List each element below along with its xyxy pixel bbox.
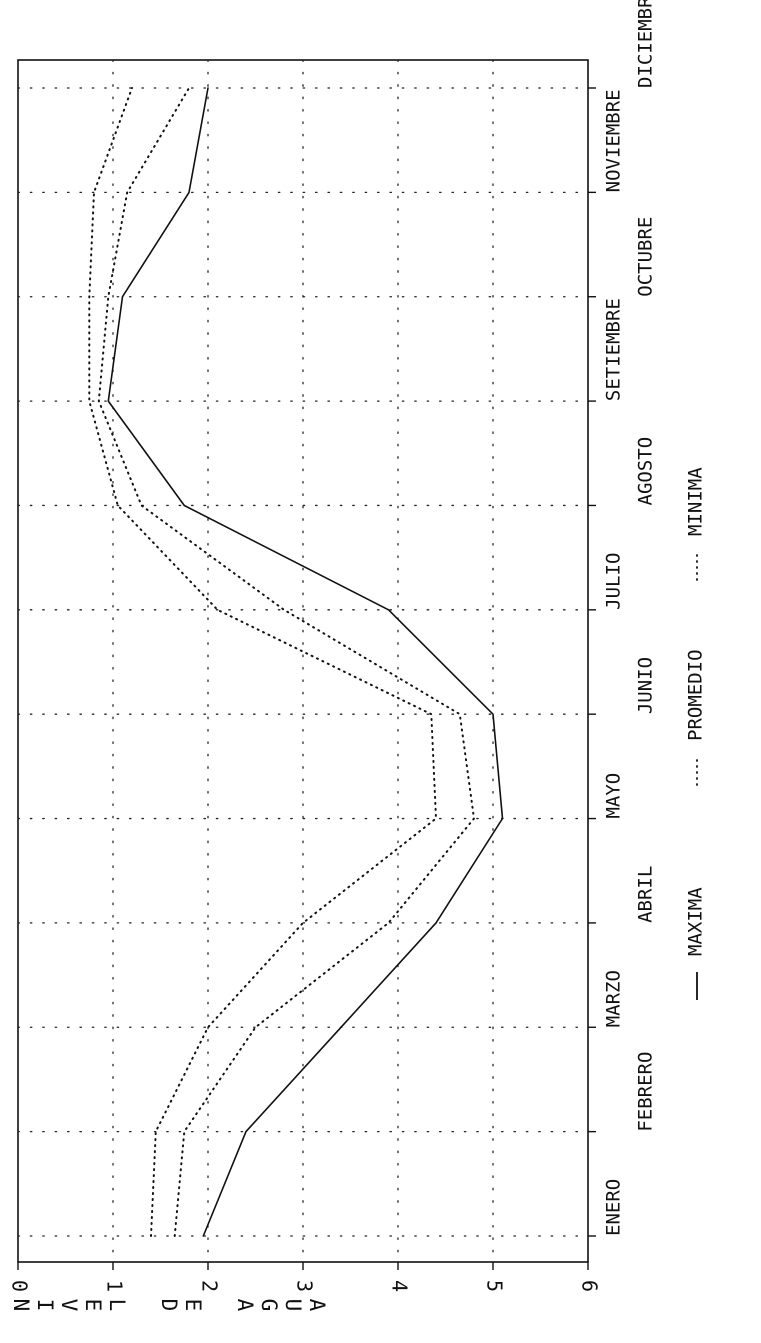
plot-frame bbox=[17, 59, 589, 1263]
ytick-label-5: 5 bbox=[483, 1280, 507, 1292]
month-label-mayo: MAYO bbox=[603, 773, 625, 819]
month-label-noviembre: NOVIEMBRE bbox=[603, 89, 625, 192]
ytick-label-3: 3 bbox=[293, 1280, 317, 1292]
month-label-julio: JULIO bbox=[603, 553, 625, 610]
ylabel-char-1: I bbox=[33, 1299, 57, 1312]
ytick-label-1: 1 bbox=[103, 1280, 127, 1292]
ytick-label-2: 2 bbox=[198, 1280, 222, 1292]
ylabel-char-7: E bbox=[181, 1299, 205, 1312]
series-line-minima bbox=[88, 87, 437, 1237]
month-label-octubre: OCTUBRE bbox=[635, 217, 657, 297]
ylabel-char-11: U bbox=[281, 1299, 305, 1312]
ylabel-char-4: L bbox=[105, 1299, 129, 1312]
series-line-promedio bbox=[97, 87, 475, 1237]
legend-label-maxima: MAXIMA bbox=[685, 887, 707, 956]
month-label-enero: ENERO bbox=[603, 1179, 625, 1236]
month-label-junio: JUNIO bbox=[635, 657, 657, 714]
ytick-label-4: 4 bbox=[388, 1280, 412, 1292]
legend-label-promedio: PROMEDIO bbox=[685, 649, 707, 741]
legend-label-minima: MINIMA bbox=[685, 467, 707, 536]
month-label-setiembre: SETIEMBRE bbox=[603, 298, 625, 401]
ylabel-char-9: A bbox=[233, 1299, 257, 1312]
ylabel-char-3: E bbox=[81, 1299, 105, 1312]
month-label-marzo: MARZO bbox=[603, 970, 625, 1027]
month-label-abril: ABRIL bbox=[635, 866, 657, 923]
ytick-label-6: 6 bbox=[578, 1280, 602, 1292]
ylabel-char-6: D bbox=[157, 1299, 181, 1312]
ylabel-char-0: N bbox=[9, 1299, 33, 1312]
month-label-diciembre: DICIEMBRE bbox=[635, 0, 657, 88]
series-line-maxima bbox=[107, 87, 504, 1237]
ylabel-char-10: G bbox=[257, 1299, 281, 1312]
ytick-label-0: 0 bbox=[8, 1280, 32, 1292]
month-label-febrero: FEBRERO bbox=[635, 1052, 657, 1132]
ylabel-char-12: A bbox=[305, 1299, 329, 1312]
month-label-agosto: AGOSTO bbox=[635, 437, 657, 506]
ylabel-char-2: V bbox=[57, 1299, 81, 1312]
